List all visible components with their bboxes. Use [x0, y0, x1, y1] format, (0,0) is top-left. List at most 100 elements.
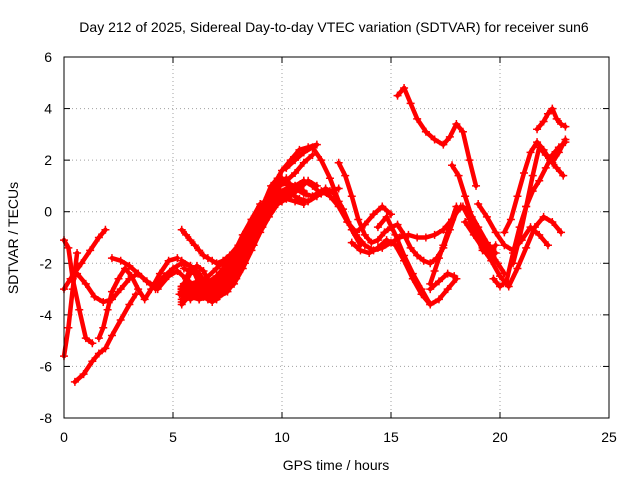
data-point-marker — [382, 212, 391, 221]
data-point-marker — [225, 251, 234, 260]
data-point-marker — [430, 135, 439, 144]
data-point-marker — [482, 212, 491, 221]
data-point-marker — [541, 150, 550, 159]
data-point-marker — [131, 290, 140, 299]
data-point-marker — [223, 279, 232, 288]
data-point-marker — [373, 223, 382, 232]
data-point-marker — [509, 246, 518, 255]
data-point-marker — [513, 192, 522, 201]
data-point-marker — [541, 163, 550, 172]
data-point-marker — [417, 285, 426, 294]
data-point-marker — [282, 184, 291, 193]
y-tick-label: 2 — [44, 152, 52, 168]
data-point-marker — [360, 230, 369, 239]
data-point-marker — [203, 254, 212, 263]
series-track — [427, 271, 457, 292]
series-group — [60, 83, 570, 386]
data-point-marker — [116, 316, 125, 325]
data-point-marker — [116, 285, 125, 294]
data-point-marker — [465, 156, 474, 165]
data-point-marker — [107, 287, 116, 296]
data-point-marker — [219, 256, 228, 265]
series-track — [109, 255, 193, 289]
data-point-marker — [502, 277, 511, 286]
data-point-marker — [426, 259, 435, 268]
data-point-marker — [543, 109, 552, 118]
data-point-marker — [260, 197, 269, 206]
y-tick-label: 4 — [44, 101, 52, 117]
data-point-marker — [548, 218, 557, 227]
data-point-marker — [134, 285, 143, 294]
data-point-marker — [186, 269, 195, 278]
data-point-marker — [393, 91, 402, 100]
data-point-marker — [75, 305, 84, 314]
data-point-marker — [208, 256, 217, 265]
data-point-marker — [190, 241, 199, 250]
data-point-marker — [317, 156, 326, 165]
data-point-marker — [140, 295, 149, 304]
data-point-marker — [173, 254, 182, 263]
data-point-marker — [232, 274, 241, 283]
data-point-marker — [548, 104, 557, 113]
data-point-marker — [73, 269, 82, 278]
data-point-marker — [64, 323, 73, 332]
data-point-marker — [439, 241, 448, 250]
data-point-marker — [203, 292, 212, 301]
series-sat-ag — [177, 225, 243, 268]
data-point-marker — [522, 243, 531, 252]
data-point-marker — [177, 256, 186, 265]
data-point-marker — [517, 236, 526, 245]
y-tick-label: -2 — [40, 255, 53, 271]
data-point-marker — [413, 251, 422, 260]
data-point-marker — [177, 300, 186, 309]
data-point-marker — [64, 243, 73, 252]
data-point-marker — [528, 171, 537, 180]
data-point-marker — [312, 192, 321, 201]
data-point-marker — [393, 220, 402, 229]
data-point-marker — [79, 370, 88, 379]
y-tick-label: -8 — [40, 410, 53, 426]
series-track — [61, 227, 108, 292]
series-sat-f — [94, 254, 182, 343]
data-point-marker — [173, 267, 182, 276]
data-point-marker — [452, 120, 461, 129]
data-point-marker — [548, 158, 557, 167]
x-tick-label: 10 — [274, 429, 290, 445]
data-point-marker — [125, 261, 134, 270]
data-point-marker — [400, 230, 409, 239]
data-point-marker — [557, 120, 566, 129]
data-point-marker — [223, 287, 232, 296]
data-point-marker — [312, 140, 321, 149]
series-track — [395, 85, 479, 189]
data-point-marker — [94, 334, 103, 343]
x-tick-label: 25 — [601, 429, 617, 445]
data-point-marker — [101, 344, 110, 353]
data-point-marker — [208, 297, 217, 306]
data-point-marker — [291, 192, 300, 201]
data-point-marker — [225, 264, 234, 273]
data-point-marker — [509, 259, 518, 268]
data-point-marker — [101, 225, 110, 234]
data-point-marker — [406, 99, 415, 108]
data-point-marker — [434, 295, 443, 304]
data-point-marker — [164, 256, 173, 265]
data-point-marker — [86, 246, 95, 255]
x-axis-title: GPS time / hours — [283, 457, 390, 473]
data-point-marker — [267, 181, 276, 190]
data-point-marker — [291, 169, 300, 178]
data-point-marker — [195, 295, 204, 304]
data-point-marker — [68, 285, 77, 294]
data-point-marker — [543, 241, 552, 250]
data-point-marker — [295, 145, 304, 154]
plot-frame — [63, 56, 610, 419]
data-point-marker — [179, 290, 188, 299]
data-point-marker — [408, 269, 417, 278]
data-point-marker — [526, 223, 535, 232]
data-point-marker — [299, 199, 308, 208]
data-point-marker — [343, 218, 352, 227]
data-point-marker — [522, 202, 531, 211]
data-point-marker — [513, 264, 522, 273]
data-point-marker — [186, 282, 195, 291]
data-point-marker — [251, 215, 260, 224]
data-point-marker — [373, 243, 382, 252]
